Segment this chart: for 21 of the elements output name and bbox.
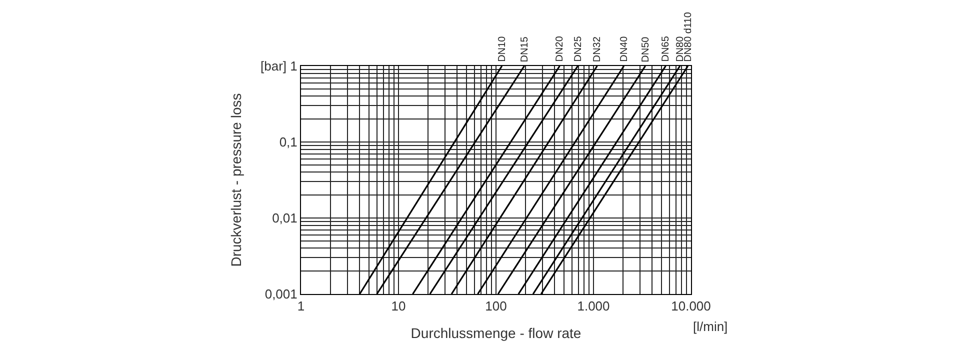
text: DN20 [554, 36, 566, 62]
y-tick-label: 0,1 [279, 134, 298, 150]
x-tick-label: 1.000 [577, 298, 610, 314]
y-axis-title: Druckverlust - pressure loss [228, 93, 244, 267]
x-tick-label: 1 [297, 298, 305, 314]
x-tick-label: 10 [391, 298, 406, 314]
y-tick-label: 0,001 [264, 286, 298, 302]
text: DN50 [640, 36, 652, 62]
y-tick-label: [bar] 1 [260, 58, 298, 74]
x-tick-label: 100 [485, 298, 507, 314]
text: DN32 [592, 36, 604, 62]
text: DN80 d110 [682, 12, 694, 62]
text: DN65 [660, 36, 672, 62]
text: [l/min] [693, 319, 728, 334]
x-tick-label: 10.000 [671, 298, 711, 314]
text: DN15 [519, 36, 530, 62]
y-tick-label: 0,01 [272, 210, 298, 226]
text: DN40 [618, 36, 630, 62]
text: DN10 [496, 36, 508, 62]
x-axis-title: Durchlussmenge - flow rate [410, 324, 582, 341]
text: DN25 [572, 36, 584, 62]
